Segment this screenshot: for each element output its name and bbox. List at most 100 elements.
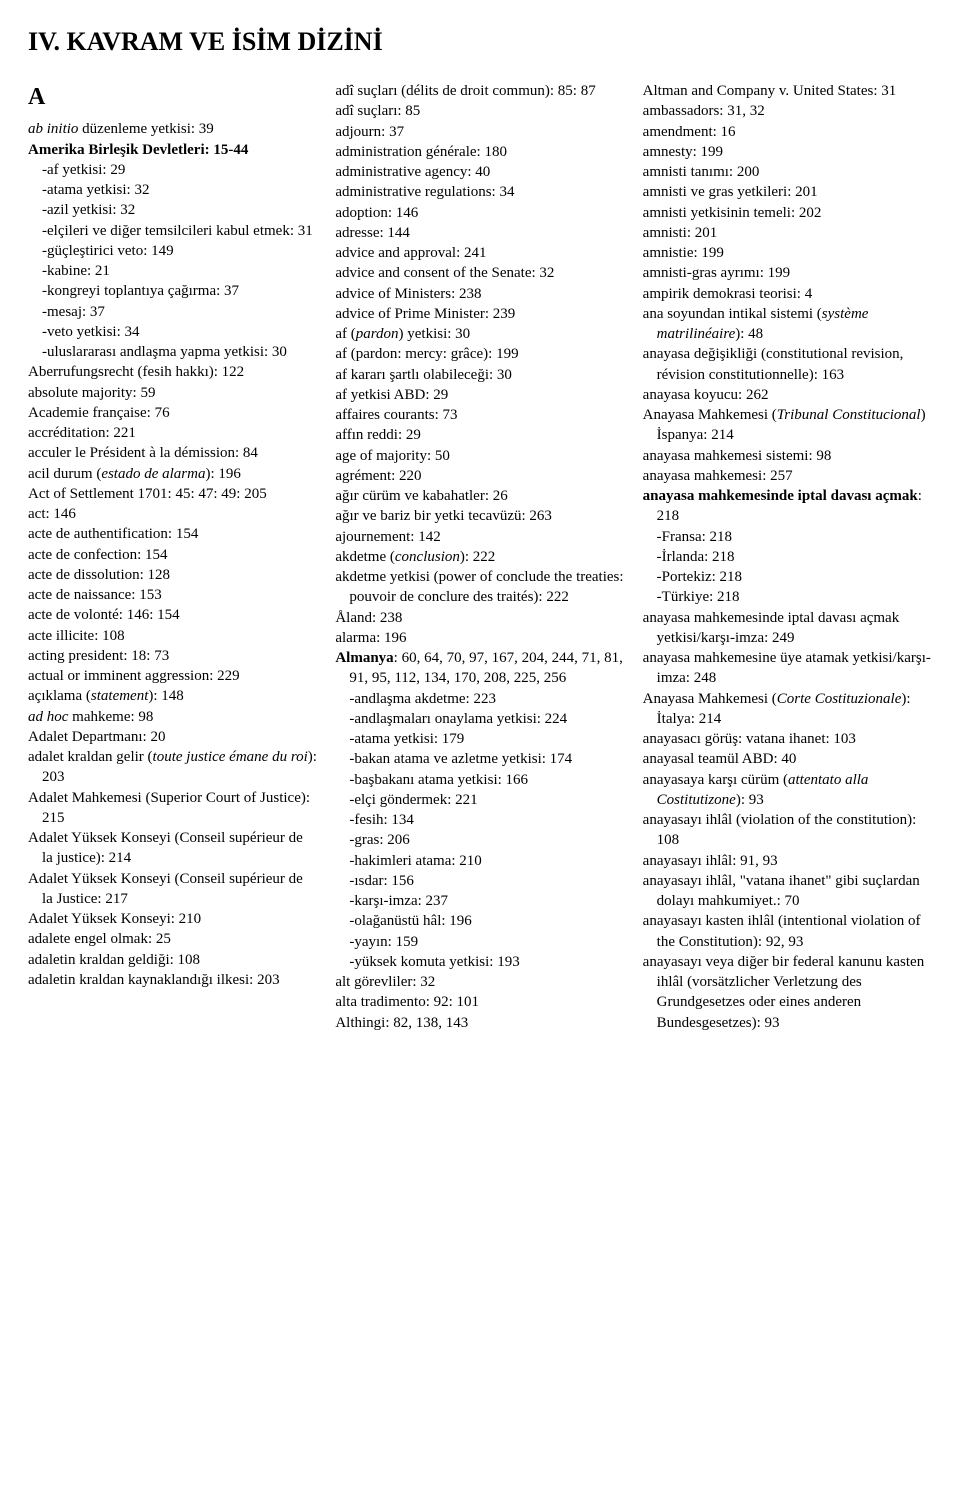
- entry-text: advice and approval: 241: [335, 245, 486, 261]
- index-entry: Adalet Yüksek Konseyi (Conseil supérieur…: [28, 869, 317, 910]
- entry-text: adaletin kraldan geldiği: 108: [28, 952, 200, 968]
- index-entry: amnisti yetkisinin temeli: 202: [643, 203, 932, 223]
- entry-text: ağır cürüm ve kabahatler: 26: [335, 488, 507, 504]
- index-entry: amnistie: 199: [643, 243, 932, 263]
- index-entry: -olağanüstü hâl: 196: [335, 911, 624, 931]
- entry-text: Corte Costituzionale: [777, 691, 902, 707]
- entry-text: advice and consent of the Senate: 32: [335, 265, 554, 281]
- entry-text: advice of Prime Minister: 239: [335, 306, 515, 322]
- index-entry: ab initio düzenleme yetkisi: 39: [28, 119, 317, 139]
- index-columns: A ab initio düzenleme yetkisi: 39Amerika…: [28, 81, 932, 1431]
- entry-text: anayasayı ihlâl (violation of the consti…: [643, 812, 917, 848]
- entry-text: Aberrufungsrecht (fesih hakkı): 122: [28, 364, 244, 380]
- entry-text: Anayasa Mahkemesi (: [643, 691, 777, 707]
- entry-text: Adalet Departmanı: 20: [28, 729, 165, 745]
- index-entry: anayasayı kasten ihlâl (intentional viol…: [643, 911, 932, 952]
- entry-text: absolute majority: 59: [28, 385, 155, 401]
- entry-text: Almanya: [335, 650, 393, 666]
- entry-text: af (pardon: mercy: grâce): 199: [335, 346, 518, 362]
- index-entry: ambassadors: 31, 32: [643, 101, 932, 121]
- entry-text: administration générale: 180: [335, 144, 507, 160]
- index-entry: amendment: 16: [643, 122, 932, 142]
- index-entry: -Türkiye: 218: [643, 587, 932, 607]
- index-entry: -karşı-imza: 237: [335, 891, 624, 911]
- entry-text: alta tradimento: 92: 101: [335, 994, 479, 1010]
- index-entry: ana soyundan intikal sistemi (système ma…: [643, 304, 932, 345]
- index-entry: alarma: 196: [335, 628, 624, 648]
- index-entry: anayasa mahkemesinde iptal davası açmak:…: [643, 486, 932, 527]
- entry-text: ): 148: [148, 688, 183, 704]
- index-entry: Adalet Yüksek Konseyi (Conseil supérieur…: [28, 828, 317, 869]
- entry-text: accréditation: 221: [28, 425, 136, 441]
- index-entry: alt görevliler: 32: [335, 972, 624, 992]
- index-entry: Academie française: 76: [28, 403, 317, 423]
- entry-text: açıklama (: [28, 688, 91, 704]
- index-entry: ağır cürüm ve kabahatler: 26: [335, 486, 624, 506]
- index-entry: -elçi göndermek: 221: [335, 790, 624, 810]
- entry-text: Anayasa Mahkemesi (: [643, 407, 777, 423]
- entry-text: adalet kraldan gelir (: [28, 749, 153, 765]
- entry-text: ana soyundan intikal sistemi (: [643, 306, 822, 322]
- index-entry: adaletin kraldan geldiği: 108: [28, 950, 317, 970]
- entry-text: akdetme (: [335, 549, 395, 565]
- index-entry: anayasaya karşı cürüm (attentato alla Co…: [643, 770, 932, 811]
- entry-text: Adalet Yüksek Konseyi: 210: [28, 911, 201, 927]
- entry-text: ): 196: [205, 466, 240, 482]
- entry-text: -yüksek komuta yetkisi: 193: [349, 954, 519, 970]
- entry-text: akdetme yetkisi (power of conclude the t…: [335, 569, 623, 605]
- entry-text: anayasa değişikliği (constitutional revi…: [643, 346, 904, 382]
- index-entry: anayasayı ihlâl: 91, 93: [643, 851, 932, 871]
- index-entry: -güçleştirici veto: 149: [28, 241, 317, 261]
- entry-text: -ısdar: 156: [349, 873, 414, 889]
- entry-text: anayasa mahkemesine üye atamak yetkisi/k…: [643, 650, 931, 686]
- entry-text: estado de alarma: [101, 466, 205, 482]
- entry-text: -güçleştirici veto: 149: [42, 243, 174, 259]
- entry-text: -atama yetkisi: 32: [42, 182, 149, 198]
- entry-text: ) yetkisi: 30: [399, 326, 471, 342]
- index-entry: -veto yetkisi: 34: [28, 322, 317, 342]
- entry-text: anayasal teamül ABD: 40: [643, 751, 797, 767]
- entry-text: anayasa koyucu: 262: [643, 387, 769, 403]
- index-entry: amnisti: 201: [643, 223, 932, 243]
- entry-text: adaletin kraldan kaynaklandığı ilkesi: 2…: [28, 972, 280, 988]
- index-entry: adoption: 146: [335, 203, 624, 223]
- index-entry: administrative regulations: 34: [335, 182, 624, 202]
- entry-text: ampirik demokrasi teorisi: 4: [643, 286, 813, 302]
- entry-text: -karşı-imza: 237: [349, 893, 448, 909]
- index-entry: amnisti-gras ayrımı: 199: [643, 263, 932, 283]
- entry-text: -başbakanı atama yetkisi: 166: [349, 772, 528, 788]
- index-entry: acte de confection: 154: [28, 545, 317, 565]
- index-entry: -Portekiz: 218: [643, 567, 932, 587]
- entry-text: -elçileri ve diğer temsilcileri kabul et…: [42, 223, 313, 239]
- entry-text: -fesih: 134: [349, 812, 414, 828]
- index-entry: af yetkisi ABD: 29: [335, 385, 624, 405]
- entry-text: -Portekiz: 218: [657, 569, 742, 585]
- index-entry: -başbakanı atama yetkisi: 166: [335, 770, 624, 790]
- entry-text: af (: [335, 326, 355, 342]
- entry-text: anayasayı veya diğer bir federal kanunu …: [643, 954, 925, 1031]
- index-entry: -gras: 206: [335, 830, 624, 850]
- entry-text: affın reddi: 29: [335, 427, 421, 443]
- index-entry: age of majority: 50: [335, 446, 624, 466]
- entry-text: düzenleme yetkisi: 39: [78, 121, 213, 137]
- index-entry: acculer le Président à la démission: 84: [28, 443, 317, 463]
- entry-text: alarma: 196: [335, 630, 406, 646]
- entry-text: Adalet Yüksek Konseyi (Conseil supérieur…: [28, 830, 303, 866]
- entry-text: advice of Ministers: 238: [335, 286, 481, 302]
- index-entry: act: 146: [28, 504, 317, 524]
- entry-text: -azil yetkisi: 32: [42, 202, 135, 218]
- entry-text: acte de confection: 154: [28, 547, 168, 563]
- index-entry: alta tradimento: 92: 101: [335, 992, 624, 1012]
- index-entry: actual or imminent aggression: 229: [28, 666, 317, 686]
- entry-text: -andlaşmaları onaylama yetkisi: 224: [349, 711, 567, 727]
- entry-text: -İrlanda: 218: [657, 549, 735, 565]
- index-entry: anayasa değişikliği (constitutional revi…: [643, 344, 932, 385]
- index-entry: acte de naissance: 153: [28, 585, 317, 605]
- index-entry: -andlaşma akdetme: 223: [335, 689, 624, 709]
- entry-text: anayasa mahkemesi sistemi: 98: [643, 448, 832, 464]
- index-entry: advice and consent of the Senate: 32: [335, 263, 624, 283]
- index-entry: acte illicite: 108: [28, 626, 317, 646]
- index-entry: -ısdar: 156: [335, 871, 624, 891]
- entry-text: amnisti ve gras yetkileri: 201: [643, 184, 818, 200]
- entry-text: mahkeme: 98: [68, 709, 153, 725]
